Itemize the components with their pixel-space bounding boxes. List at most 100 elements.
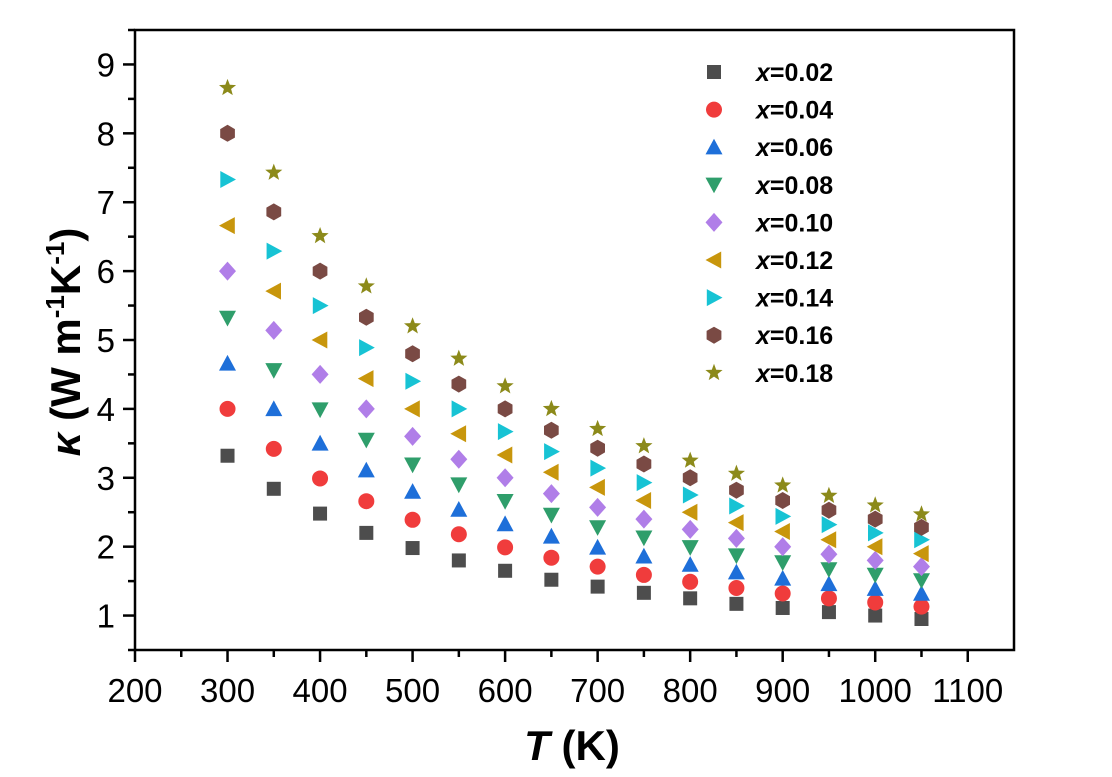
data-point	[589, 558, 606, 575]
legend-marker	[706, 101, 722, 118]
data-point	[312, 297, 329, 315]
series-4	[219, 261, 930, 577]
data-point	[405, 345, 420, 363]
data-point	[683, 591, 698, 606]
data-point	[774, 569, 792, 586]
data-point	[450, 349, 468, 366]
legend-marker	[707, 65, 721, 79]
data-point	[405, 372, 422, 390]
y-axis-unit-exp-1: -1	[40, 295, 70, 318]
x-tick-label: 200	[107, 672, 162, 709]
data-point	[867, 510, 883, 528]
data-point	[266, 203, 282, 221]
x-tick-label: 300	[200, 672, 255, 709]
data-point	[219, 261, 236, 281]
y-tick-label: 1	[97, 598, 115, 635]
data-point	[542, 507, 560, 524]
data-point	[729, 497, 745, 515]
data-point	[820, 486, 838, 503]
y-tick-label: 8	[97, 115, 115, 152]
data-point	[219, 217, 235, 235]
data-point	[542, 399, 560, 417]
data-point	[914, 518, 929, 536]
y-axis-unit-exp-2: -1	[40, 242, 70, 265]
series-3	[219, 310, 930, 589]
data-point	[265, 400, 283, 417]
series-2	[219, 354, 930, 601]
plot-frame	[133, 28, 1016, 652]
legend-marker	[705, 363, 723, 381]
data-point	[311, 402, 329, 419]
y-tick-label: 6	[97, 253, 115, 290]
data-point	[311, 434, 329, 451]
data-point	[357, 399, 375, 419]
data-point	[544, 421, 559, 439]
data-point	[219, 310, 236, 327]
data-point	[866, 580, 884, 596]
data-point	[265, 320, 283, 340]
data-point	[496, 515, 514, 532]
data-point	[682, 486, 699, 504]
data-point	[497, 423, 514, 441]
series-6	[220, 171, 930, 549]
data-point	[682, 469, 698, 487]
data-point	[729, 481, 744, 499]
data-point	[774, 476, 792, 493]
data-point	[681, 540, 699, 556]
x-axis-title: T (K)	[524, 722, 620, 769]
legend-marker	[705, 251, 722, 269]
data-point	[635, 509, 653, 529]
data-point	[820, 575, 838, 592]
data-point	[450, 425, 467, 443]
data-point	[775, 492, 790, 509]
data-point	[774, 523, 790, 540]
legend-label: x=0.18	[754, 360, 833, 388]
data-point	[404, 511, 421, 528]
data-point	[727, 548, 745, 565]
data-point	[219, 400, 236, 417]
data-point	[727, 514, 744, 532]
y-axis-unit-k: K	[42, 265, 89, 295]
legend-label: x=0.12	[754, 247, 833, 275]
data-point	[451, 400, 468, 418]
series-1	[219, 400, 930, 615]
x-tick-label: 500	[385, 672, 440, 709]
data-markers	[219, 78, 930, 626]
data-point	[636, 455, 652, 473]
data-point	[727, 528, 745, 548]
data-point	[728, 580, 745, 596]
data-point	[404, 400, 420, 418]
legend-label: x=0.08	[754, 172, 833, 200]
y-tick-label: 2	[97, 529, 115, 566]
series-0	[220, 448, 929, 626]
plot-border	[133, 28, 1016, 652]
y-axis-variable: κ	[42, 430, 89, 456]
data-point	[866, 567, 884, 584]
y-tick-label: 3	[97, 460, 115, 497]
data-point	[913, 573, 930, 589]
data-point	[635, 492, 652, 509]
data-point	[451, 553, 466, 568]
legend: x=0.02 x=0.04 x=0.06 x=0.08 x=0.10 x=0.12 x=0.…	[705, 59, 833, 388]
data-point	[359, 339, 375, 357]
legend-label: x=0.16	[754, 322, 833, 350]
data-point	[542, 463, 559, 481]
legend-marker	[705, 212, 723, 232]
data-point	[357, 370, 374, 388]
data-point	[357, 277, 375, 294]
data-point	[774, 537, 792, 557]
data-point	[868, 524, 884, 542]
data-point	[404, 317, 422, 334]
data-point	[912, 505, 930, 522]
data-point	[681, 556, 699, 572]
data-point	[866, 538, 883, 556]
legend-label: x=0.10	[754, 209, 833, 237]
data-point	[357, 432, 375, 449]
y-tick-label: 4	[97, 391, 115, 428]
data-point	[821, 605, 836, 620]
data-point	[357, 461, 375, 478]
legend-marker	[705, 138, 723, 155]
data-point	[866, 550, 884, 570]
x-axis-unit: (K)	[550, 722, 620, 769]
